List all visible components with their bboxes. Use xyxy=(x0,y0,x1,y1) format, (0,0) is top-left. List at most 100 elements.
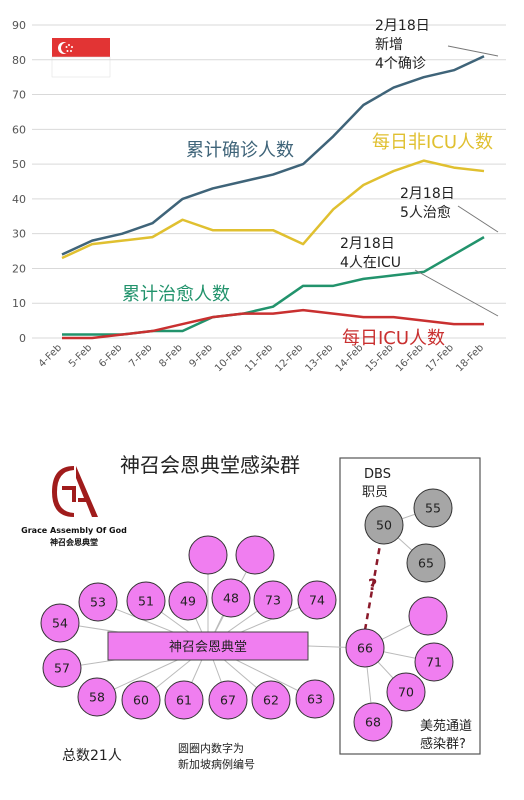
y-tick-label: 70 xyxy=(12,89,26,102)
series-label-non-icu: 每日非ICU人数 xyxy=(372,132,493,153)
logo-text-en: Grace Assembly Of God xyxy=(21,526,127,535)
case-number: 54 xyxy=(52,616,68,631)
annotation-arrow xyxy=(414,269,499,317)
case-circle xyxy=(251,680,291,720)
series-label-confirmed: 累计确诊人数 xyxy=(186,140,294,161)
note-label: 新加坡病例编号 xyxy=(178,757,255,771)
x-tick-label: 6-Feb xyxy=(97,342,124,369)
logo-text-cn: 神召会恩典堂 xyxy=(50,537,98,547)
series-line xyxy=(61,55,485,256)
case-number: 60 xyxy=(133,693,149,708)
annotation-line: 2月18日 xyxy=(375,18,430,34)
case-node: 54 xyxy=(40,603,80,643)
case-circle xyxy=(297,580,337,620)
dbs-case-node: 55 xyxy=(413,488,453,528)
case-node: 73 xyxy=(253,580,293,620)
case-circle xyxy=(413,488,453,528)
x-tick-label: 11-Feb xyxy=(243,342,275,374)
case-number: 48 xyxy=(223,591,239,606)
case-circle xyxy=(211,578,251,618)
case-number: 57 xyxy=(54,661,70,676)
case-number: 50 xyxy=(376,518,392,533)
case-node: 60 xyxy=(121,680,161,720)
hub-box xyxy=(107,631,309,661)
annotation-confirmed: 2月18日 新增 4个确诊 xyxy=(375,18,430,72)
annotation-recovered: 2月18日 5人治愈 xyxy=(400,186,455,221)
singapore-flag-icon xyxy=(51,38,111,78)
case-number: 63 xyxy=(307,692,323,707)
case-circle xyxy=(121,680,161,720)
case-circle xyxy=(406,543,446,583)
x-tick-label: 4-Feb xyxy=(37,342,64,369)
case-number: 55 xyxy=(425,501,441,516)
case-number: 58 xyxy=(89,690,105,705)
annotation-arrow xyxy=(447,45,499,57)
case-circle xyxy=(364,505,404,545)
case-node: 61 xyxy=(164,680,204,720)
case-circle xyxy=(386,672,426,712)
case-circle xyxy=(40,603,80,643)
annotation-line: 2月18日 xyxy=(340,236,395,252)
x-tick-label: 18-Feb xyxy=(454,342,486,374)
case-node: 62 xyxy=(251,680,291,720)
cluster-title: 神召会恩典堂感染群 xyxy=(120,453,300,477)
case-circle xyxy=(77,677,117,717)
x-tick-label: 12-Feb xyxy=(273,342,305,374)
case-node: 63 xyxy=(295,679,335,719)
case-number: 71 xyxy=(426,655,442,670)
y-tick-label: 60 xyxy=(12,123,26,136)
case-node: 66 xyxy=(345,628,385,668)
case-node: 71 xyxy=(414,642,454,682)
case-circle xyxy=(126,581,166,621)
annotation-line: 5人治愈 xyxy=(400,205,451,221)
dbs-box xyxy=(339,457,481,755)
dbs-case-node: 50 xyxy=(364,505,404,545)
x-tick-label: 10-Feb xyxy=(213,342,245,374)
case-circle xyxy=(414,642,454,682)
note-label: 圆圈内数字为 xyxy=(178,741,244,755)
case-number: 67 xyxy=(220,693,236,708)
case-circle xyxy=(253,580,293,620)
series-line xyxy=(61,159,485,260)
case-node xyxy=(188,535,228,575)
case-node: 51 xyxy=(126,581,166,621)
case-circle xyxy=(353,702,393,742)
hub-label: 神召会恩典堂 xyxy=(169,640,247,655)
y-tick-label: 30 xyxy=(12,228,26,241)
cluster-diagram: Grace Assembly Of God 神召会恩典堂 神召会恩典堂感染群 D… xyxy=(21,453,481,771)
case-number: 74 xyxy=(309,593,325,608)
annotation-line: 2月18日 xyxy=(400,186,455,202)
x-tick-label: 8-Feb xyxy=(157,342,184,369)
y-tick-label: 90 xyxy=(12,19,26,32)
case-circle xyxy=(235,535,275,575)
total-label: 总数21人 xyxy=(62,748,122,764)
case-circle xyxy=(168,581,208,621)
case-number: 62 xyxy=(263,693,279,708)
annotation-line: 新增 xyxy=(375,37,403,53)
x-tick-label: 13-Feb xyxy=(304,342,336,374)
y-tick-label: 10 xyxy=(12,297,26,310)
case-circle xyxy=(295,679,335,719)
case-node: 67 xyxy=(208,680,248,720)
case-node xyxy=(408,596,448,636)
y-tick-label: 20 xyxy=(12,262,26,275)
case-node: 53 xyxy=(78,582,118,622)
x-tick-label: 7-Feb xyxy=(127,342,154,369)
case-circle xyxy=(188,535,228,575)
uncertain-link xyxy=(363,544,382,631)
case-number: 65 xyxy=(418,556,434,571)
question-mark: ? xyxy=(368,575,377,594)
case-node: 48 xyxy=(211,578,251,618)
case-circle xyxy=(208,680,248,720)
dbs-label: DBS xyxy=(364,467,391,482)
case-circle xyxy=(345,628,385,668)
y-tick-label: 40 xyxy=(12,193,26,206)
annotation-line: 4人在ICU xyxy=(340,255,401,271)
case-circle xyxy=(78,582,118,622)
annotation-icu: 2月18日 4人在ICU xyxy=(340,236,401,271)
x-tick-label: 9-Feb xyxy=(187,342,214,369)
case-node: 58 xyxy=(77,677,117,717)
dbs-label: 职员 xyxy=(362,485,388,500)
case-circle xyxy=(164,680,204,720)
annotation-arrow xyxy=(457,205,499,233)
